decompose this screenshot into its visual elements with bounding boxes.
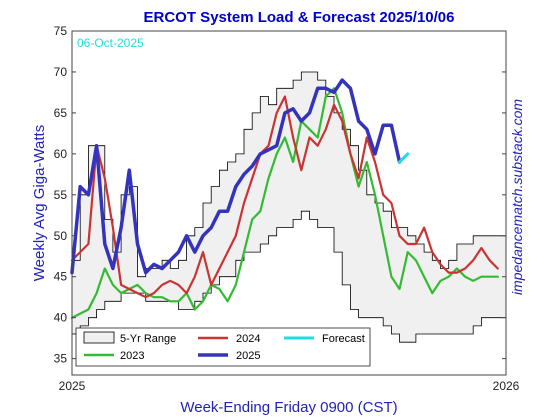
y-tick-label: 65 (54, 106, 68, 120)
y-tick-label: 40 (54, 311, 68, 325)
x-tick-label-end: 2026 (493, 379, 520, 393)
legend: 5-Yr Range 2024 Forecast 2023 2025 (75, 327, 371, 367)
y-tick-label: 45 (54, 270, 68, 284)
plot-border (71, 30, 507, 376)
chart-title: ERCOT System Load & Forecast 2025/10/06 (144, 9, 455, 26)
legend-label-2024: 2024 (236, 333, 260, 345)
series-line-forecast (398, 152, 410, 164)
x-tick-label-start: 2025 (59, 379, 86, 393)
series-layer (70, 78, 499, 319)
x-axis-label: Week-Ending Friday 0900 (CST) (180, 399, 397, 416)
y-tick-label: 35 (54, 352, 68, 366)
range-upper-line (72, 71, 506, 278)
series-line-y2023 (70, 87, 499, 319)
y-axis: 35 40 45 50 55 60 65 70 75 (54, 24, 506, 366)
series-line-y2024 (70, 95, 499, 299)
series-line-y2025 (70, 78, 402, 275)
legend-box (75, 327, 371, 367)
y-tick-label: 55 (54, 188, 68, 202)
legend-label-range: 5-Yr Range (120, 333, 176, 345)
watermark-text: impedancematch.substack.com (509, 99, 525, 295)
y-tick-label: 75 (54, 24, 68, 38)
range-band (72, 72, 506, 343)
y-tick-label: 70 (54, 65, 68, 79)
legend-swatch-range (83, 331, 115, 344)
y-tick-label: 50 (54, 229, 68, 243)
date-label: 06-Oct-2025 (77, 36, 144, 50)
legend-label-2025: 2025 (236, 350, 260, 362)
plot-area (70, 30, 507, 376)
y-tick-label: 60 (54, 147, 68, 161)
y-axis-label: Weekly Avg Giga-Watts (31, 125, 48, 281)
legend-label-forecast: Forecast (322, 333, 365, 345)
legend-label-2023: 2023 (120, 350, 144, 362)
